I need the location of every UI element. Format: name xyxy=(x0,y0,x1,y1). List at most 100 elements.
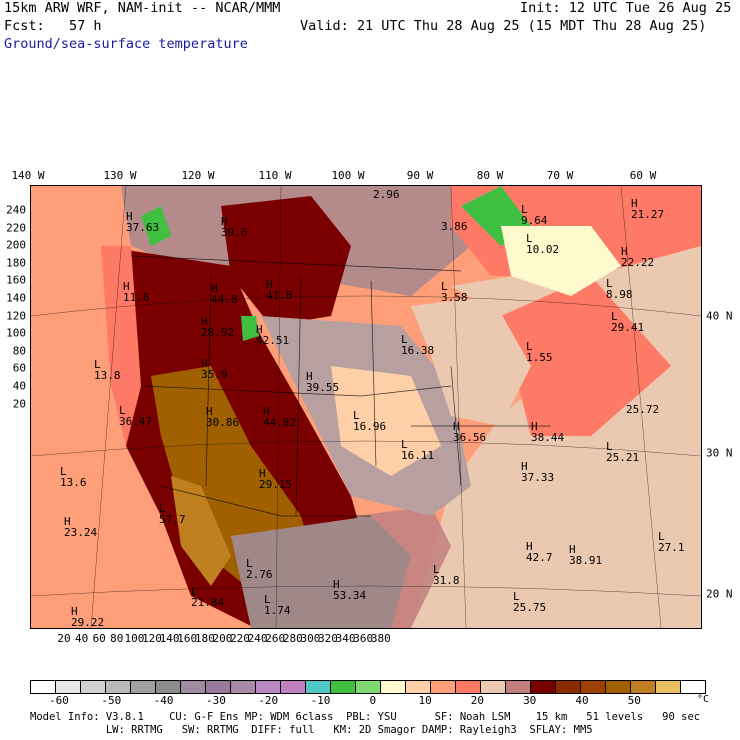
mexico-region xyxy=(231,516,411,628)
color-scale-cell xyxy=(31,681,56,693)
lon-label: 110 W xyxy=(258,169,292,182)
lon-label: 130 W xyxy=(103,169,137,182)
color-scale-cell xyxy=(456,681,481,693)
color-scale-cell xyxy=(56,681,81,693)
color-scale-tick: -40 xyxy=(153,694,174,707)
x-tick-label: 260 xyxy=(265,632,286,645)
y-tick-label: 220 xyxy=(6,221,26,235)
color-scale xyxy=(30,680,706,694)
color-scale-cell xyxy=(556,681,581,693)
plains-mild xyxy=(331,366,441,476)
extremum-label: H 11.6 xyxy=(123,280,150,304)
color-scale-cell xyxy=(656,681,681,693)
pacific-coast xyxy=(101,246,141,446)
cold-patch-rockies xyxy=(241,316,259,341)
color-scale-cell xyxy=(181,681,206,693)
extremum-label: 3.86 xyxy=(441,220,468,233)
forecast-hour: Fcst: 57 h xyxy=(4,18,102,34)
color-scale-cell xyxy=(156,681,181,693)
x-tick-label: 140 xyxy=(159,632,180,645)
extremum-label: H 28.92 xyxy=(201,315,235,339)
lon-label: 60 W xyxy=(629,169,657,182)
color-scale-tick: 40 xyxy=(575,694,589,707)
x-tick-label: 160 xyxy=(177,632,198,645)
color-scale-cell xyxy=(81,681,106,693)
extremum-label: L 2.76 xyxy=(246,557,273,581)
model-title: 15km ARW WRF, NAM-init -- NCAR/MMM xyxy=(4,0,281,16)
y-tick-label: 80 xyxy=(12,344,26,358)
color-scale-tick: -30 xyxy=(205,694,226,707)
extremum-label: H 29.15 xyxy=(259,467,293,491)
extremum-label: H 41.8 xyxy=(266,278,293,302)
extremum-label: H 37.63 xyxy=(126,210,160,234)
x-tick-label: 300 xyxy=(300,632,321,645)
extremum-label: H 44.8 xyxy=(211,282,238,306)
extremum-label: H 35.9 xyxy=(201,357,228,381)
color-scale-cell xyxy=(131,681,156,693)
color-scale-tick: 20 xyxy=(470,694,485,707)
graticule xyxy=(31,186,701,628)
ocean-gulfstream xyxy=(501,276,671,436)
extremum-label: H 42.51 xyxy=(256,323,290,347)
extremum-label: L 1.55 xyxy=(526,340,553,364)
extremum-label: H 42.7 xyxy=(526,540,553,564)
y-tick-label: 40 xyxy=(12,379,26,393)
color-scale-cell xyxy=(281,681,306,693)
y-tick-label: 20 xyxy=(12,397,26,411)
extremum-label: H 29.22 xyxy=(71,605,105,629)
extremum-label: H 38.44 xyxy=(531,420,565,444)
color-scale-cell xyxy=(581,681,606,693)
x-tick-label: 340 xyxy=(335,632,356,645)
lon-label: 70 W xyxy=(546,169,574,182)
baja-region xyxy=(171,476,231,586)
extremum-label: L 21.84 xyxy=(191,585,225,609)
y-tick-label: 200 xyxy=(6,238,26,252)
hot-region-north xyxy=(221,196,351,326)
color-scale-cell xyxy=(356,681,381,693)
extremum-label: L 29.41 xyxy=(611,310,645,334)
extremum-label: L 16.11 xyxy=(401,438,435,462)
extremum-label: H 44.82 xyxy=(263,405,297,429)
x-tick-label: 320 xyxy=(318,632,338,645)
extremum-label: L 10.02 xyxy=(526,232,560,256)
color-scale-tick: 30 xyxy=(523,694,537,707)
color-scale-cell xyxy=(206,681,231,693)
color-scale-cell xyxy=(506,681,531,693)
extremum-label: L 16.96 xyxy=(353,409,387,433)
political-borders xyxy=(130,255,551,517)
lat-label: 40 N xyxy=(706,309,733,323)
color-scale-cell xyxy=(431,681,456,693)
color-scale-tick: 10 xyxy=(418,694,432,707)
color-scale-cell xyxy=(631,681,656,693)
x-tick-label: 20 xyxy=(57,632,71,645)
lon-label: 120 W xyxy=(181,169,215,182)
extremum-label: H 37.33 xyxy=(521,460,555,484)
color-scale-cell xyxy=(231,681,256,693)
x-tick-label: 280 xyxy=(282,632,303,645)
extremum-label: L 16.38 xyxy=(401,333,435,357)
extremum-label: L 25.75 xyxy=(513,590,547,614)
extremum-label: H 38.91 xyxy=(569,543,603,567)
y-tick-label: 180 xyxy=(6,256,26,270)
lon-label: 100 W xyxy=(331,169,365,182)
lon-label: 140 W xyxy=(11,169,45,182)
color-scale-cell xyxy=(306,681,331,693)
lon-label: 80 W xyxy=(476,169,504,182)
color-scale-unit: °C xyxy=(697,694,710,705)
temperature-map xyxy=(31,186,701,628)
x-tick-label: 220 xyxy=(230,632,250,645)
extremum-label: L 57.7 xyxy=(159,502,186,526)
extremum-label: L 25.21 xyxy=(606,440,640,464)
color-scale-cell xyxy=(481,681,506,693)
x-tick-label: 180 xyxy=(194,632,215,645)
y-tick-label: 60 xyxy=(12,361,26,375)
extremum-label: H 22.22 xyxy=(621,245,655,269)
color-scale-cell xyxy=(106,681,131,693)
extremum-label: L 36.47 xyxy=(119,404,153,428)
extremum-label: L 27.1 xyxy=(658,530,685,554)
y-tick-label: 240 xyxy=(6,203,26,217)
lon-label: 90 W xyxy=(406,169,434,182)
x-tick-label: 360 xyxy=(353,632,374,645)
y-tick-label: 160 xyxy=(6,273,26,287)
extremum-label: H 53.34 xyxy=(333,578,367,602)
